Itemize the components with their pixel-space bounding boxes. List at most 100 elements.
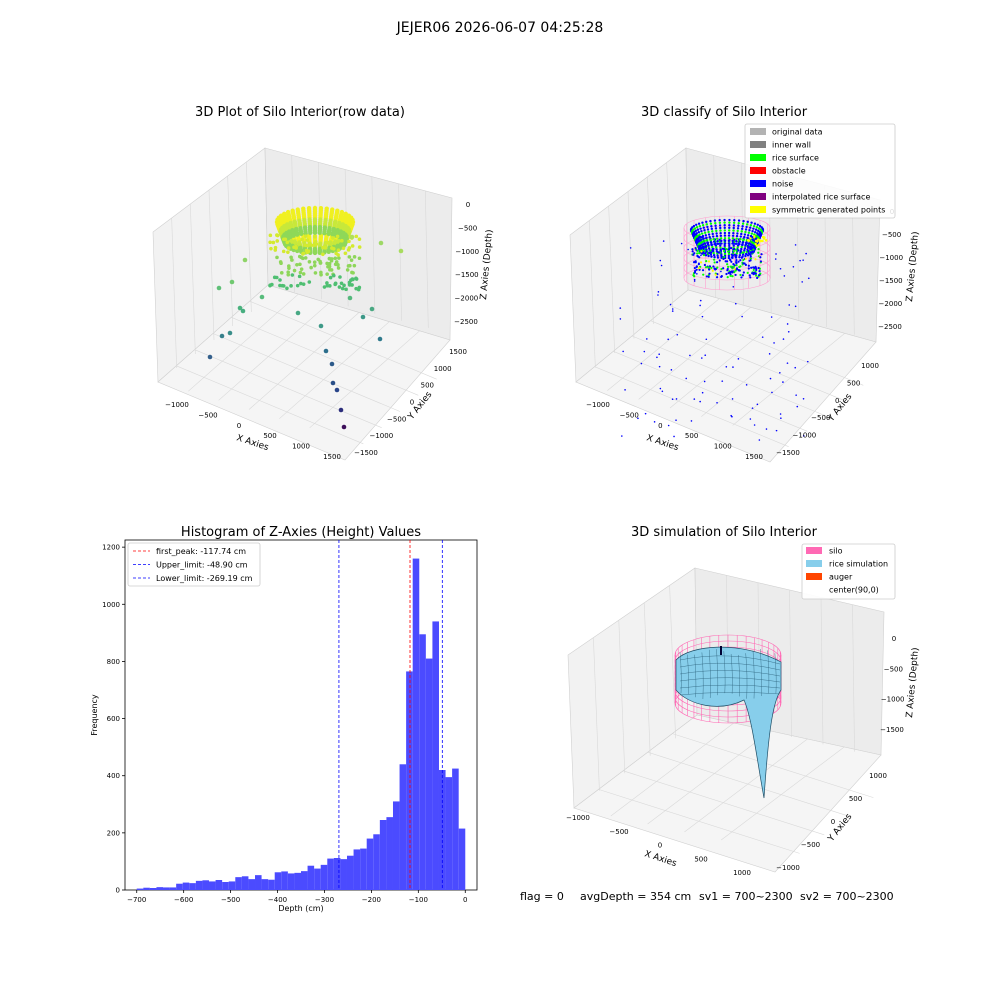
classify-point bbox=[738, 253, 742, 257]
classify-point bbox=[720, 270, 722, 273]
classify-point bbox=[699, 235, 702, 239]
raw-point bbox=[329, 361, 335, 367]
classify-z-tick: −2000 bbox=[879, 300, 903, 308]
classify-point bbox=[704, 354, 707, 357]
classify-point bbox=[732, 262, 735, 266]
classify-point bbox=[761, 227, 764, 230]
raw-point bbox=[307, 280, 312, 284]
classify-point bbox=[725, 260, 729, 263]
classify-z-tick: −500 bbox=[882, 231, 901, 239]
classify-point bbox=[749, 276, 752, 279]
classify-point bbox=[750, 221, 753, 224]
raw-point bbox=[327, 261, 332, 266]
classify-point bbox=[716, 237, 719, 240]
classify-point bbox=[698, 252, 701, 255]
classify-z-label: Z Axies (Depth) bbox=[905, 231, 921, 302]
raw-point bbox=[295, 248, 300, 254]
status-sv1: sv1 = 700~2300 bbox=[699, 890, 793, 903]
classify-point bbox=[704, 254, 708, 257]
classify-x-tick: 500 bbox=[685, 432, 698, 440]
raw-point bbox=[219, 333, 225, 339]
raw-point bbox=[334, 260, 339, 264]
classify-x-tick: 1000 bbox=[714, 443, 732, 451]
classify-point bbox=[716, 240, 719, 243]
classify-point bbox=[695, 268, 698, 271]
classify-point bbox=[723, 226, 726, 230]
classify-point bbox=[703, 239, 706, 243]
raw-point bbox=[327, 264, 332, 269]
raw-point bbox=[337, 285, 342, 289]
raw-panel: 3D Plot of Silo Interior(row data) −1000… bbox=[152, 105, 495, 461]
raw-point bbox=[349, 234, 355, 240]
classify-point bbox=[703, 263, 706, 267]
classify-point bbox=[732, 226, 735, 230]
classify-point bbox=[734, 302, 737, 305]
hist-bar bbox=[373, 834, 380, 890]
raw-point bbox=[309, 265, 313, 270]
raw-point bbox=[342, 239, 348, 244]
classify-point bbox=[717, 251, 720, 254]
hist-bar bbox=[163, 887, 170, 890]
classify-point bbox=[707, 251, 711, 255]
hist-bar bbox=[195, 880, 203, 890]
raw-x-tick: −500 bbox=[198, 411, 217, 419]
classify-point bbox=[732, 224, 736, 227]
classify-point bbox=[746, 244, 750, 248]
classify-point bbox=[693, 271, 697, 274]
sim-legend-label: auger bbox=[829, 573, 853, 582]
classify-point bbox=[715, 276, 719, 279]
raw-point bbox=[312, 260, 317, 265]
classify-point bbox=[709, 222, 713, 225]
raw-y-tick: −500 bbox=[387, 415, 406, 423]
sim-y-tick: 500 bbox=[849, 795, 862, 803]
classify-point bbox=[759, 272, 762, 275]
raw-point bbox=[285, 240, 290, 245]
classify-y-tick: −500 bbox=[811, 414, 830, 422]
sim-x-tick: 500 bbox=[694, 855, 707, 863]
classify-point bbox=[742, 271, 745, 274]
raw-point bbox=[291, 233, 296, 238]
classify-point bbox=[763, 236, 766, 239]
raw-point bbox=[346, 248, 351, 252]
classify-point bbox=[743, 235, 746, 239]
raw-point bbox=[312, 263, 317, 268]
classify-point bbox=[732, 244, 735, 248]
classify-point bbox=[802, 435, 805, 437]
classify-point bbox=[748, 274, 751, 277]
classify-point bbox=[779, 413, 782, 415]
classify-point bbox=[741, 225, 744, 228]
classify-point bbox=[758, 270, 761, 273]
classify-point bbox=[794, 244, 797, 246]
hist-bar bbox=[406, 671, 413, 890]
classify-point bbox=[715, 234, 719, 238]
status-line: flag = 0 avgDepth = 354 cm sv1 = 700~230… bbox=[520, 890, 894, 903]
hist-bar bbox=[458, 828, 466, 890]
classify-point bbox=[735, 264, 738, 267]
classify-point bbox=[743, 233, 747, 236]
classify-point bbox=[637, 417, 639, 420]
classify-point bbox=[711, 249, 714, 252]
classify-point bbox=[742, 219, 745, 223]
classify-point bbox=[746, 236, 749, 240]
raw-point bbox=[337, 256, 341, 260]
classify-point bbox=[708, 235, 711, 239]
hist-bar bbox=[425, 658, 433, 890]
classify-point bbox=[757, 248, 760, 251]
classify-point bbox=[719, 229, 722, 232]
hist-x-tick: −400 bbox=[268, 896, 287, 904]
classify-point bbox=[787, 330, 790, 333]
classify-point bbox=[735, 262, 738, 265]
classify-point bbox=[747, 242, 750, 245]
classify-legend-swatch bbox=[750, 167, 766, 174]
classify-point bbox=[753, 272, 756, 275]
classify-point bbox=[695, 252, 699, 255]
classify-point bbox=[722, 267, 725, 270]
hist-bar bbox=[281, 871, 288, 890]
classify-point bbox=[726, 263, 729, 266]
raw-z-tick: −500 bbox=[458, 224, 477, 232]
raw-point bbox=[328, 268, 332, 272]
hist-y-tick: 1000 bbox=[102, 601, 120, 609]
hist-bar bbox=[379, 820, 387, 890]
classify-point bbox=[747, 264, 750, 267]
